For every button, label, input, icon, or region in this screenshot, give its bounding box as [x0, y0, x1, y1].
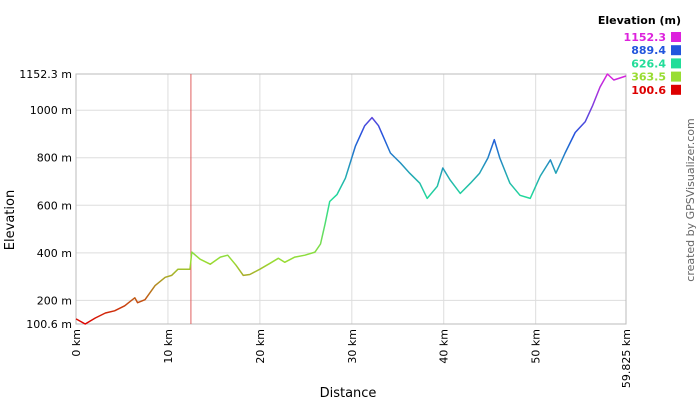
y-tick-label: 100.6 m — [26, 318, 72, 331]
x-axis-label: Distance — [320, 386, 377, 400]
x-tick-label: 40 km — [438, 329, 451, 364]
legend-label: 889.4 — [631, 44, 666, 57]
credit: created by GPSVisualizer.com — [684, 118, 697, 281]
y-tick-label: 1000 m — [30, 104, 72, 117]
x-tick-label: 59.825 km — [620, 329, 633, 388]
legend-label: 100.6 — [631, 84, 666, 97]
x-tick-label: 10 km — [162, 329, 175, 364]
x-tick-label: 0 km — [70, 329, 83, 357]
elevation-line — [75, 73, 627, 325]
legend-title: Elevation (m) — [598, 14, 681, 27]
x-tick-label: 20 km — [254, 329, 267, 364]
legend-label: 626.4 — [631, 57, 666, 70]
legend-label: 363.5 — [631, 71, 666, 84]
plot-border — [75, 73, 627, 325]
x-tick-label: 30 km — [346, 329, 359, 364]
y-axis-label: Elevation — [3, 190, 18, 250]
y-tick-label: 800 m — [37, 152, 72, 165]
y-tick-label: 200 m — [37, 294, 72, 307]
legend-label: 1152.3 — [624, 31, 666, 44]
legend-swatch — [671, 71, 681, 82]
legend-swatch — [671, 58, 681, 69]
x-tick-label: 50 km — [530, 329, 543, 364]
legend-swatch — [671, 45, 681, 56]
y-tick-label: 1152.3 m — [19, 68, 72, 81]
legend-swatch — [671, 84, 681, 95]
y-tick-label: 600 m — [37, 199, 72, 212]
legend-swatch — [671, 32, 681, 42]
y-tick-label: 400 m — [37, 247, 72, 260]
